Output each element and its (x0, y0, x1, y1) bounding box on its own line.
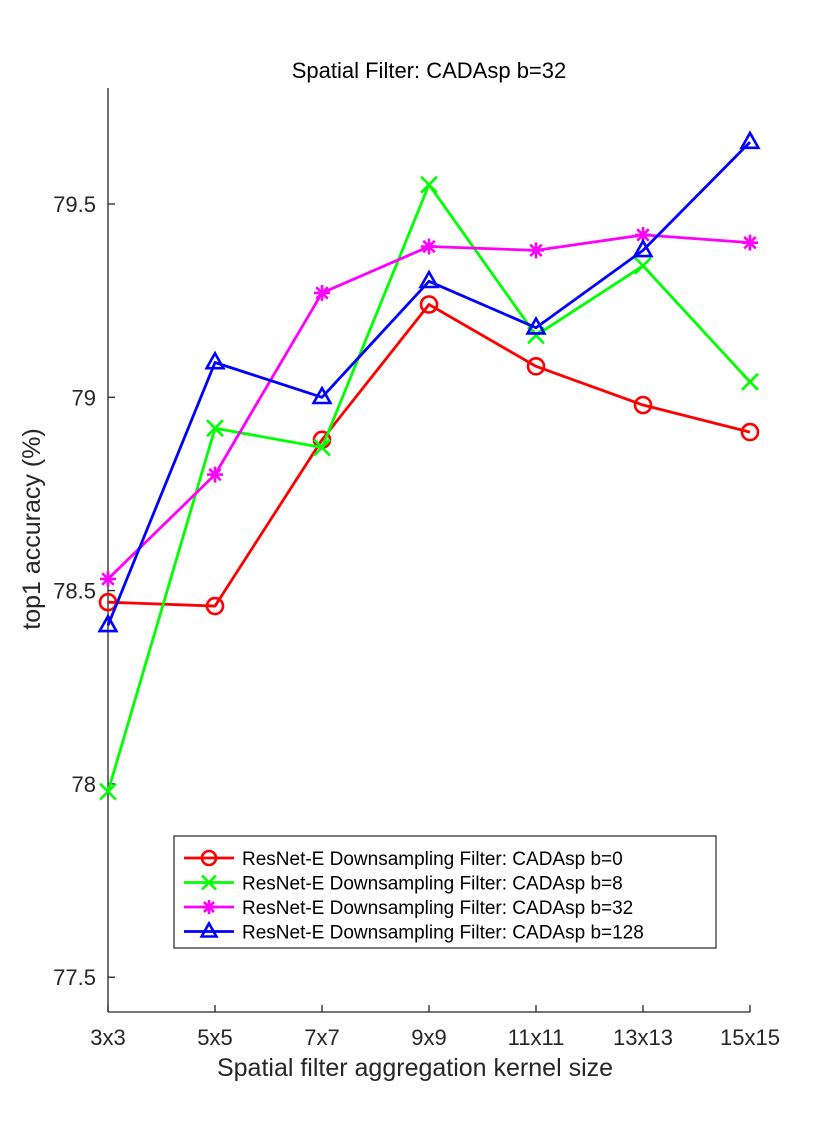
data-point-x (420, 175, 438, 194)
x-tick-label: 11x11 (508, 1025, 565, 1050)
data-point-triangle (311, 385, 333, 405)
x-tick-label: 13x13 (613, 1025, 673, 1050)
series-line (106, 141, 751, 626)
data-point-circle (200, 849, 218, 867)
data-point-asterisk (421, 238, 437, 255)
data-point-triangle (418, 269, 440, 289)
data-point-triangle (204, 350, 226, 370)
data-point-asterisk (742, 234, 758, 251)
data-point-x (201, 874, 217, 891)
data-point-asterisk (635, 226, 651, 243)
data-point-asterisk (207, 466, 223, 483)
data-point-asterisk (528, 242, 544, 259)
y-tick-label: 79 (72, 385, 96, 410)
data-point-x (313, 438, 331, 457)
legend-label: ResNet-E Downsampling Filter: CADAsp b=0 (242, 849, 623, 870)
data-point-asterisk (202, 900, 216, 914)
x-axis-title: Spatial filter aggregation kernel size (217, 1054, 613, 1082)
legend-label: ResNet-E Downsampling Filter: CADAsp b=3… (242, 898, 633, 919)
y-axis-title: top1 accuracy (%) (18, 428, 46, 629)
y-tick-label: 79.5 (53, 192, 96, 217)
data-point-circle (740, 422, 760, 442)
legend-entry: ResNet-E Downsampling Filter: CADAsp b=8 (184, 874, 623, 895)
data-point-triangle (525, 315, 547, 335)
data-point-asterisk (314, 284, 330, 301)
series-2 (100, 226, 758, 587)
y-tick-label: 78.5 (53, 579, 96, 604)
y-tick-label: 78 (72, 772, 96, 797)
data-point-x (99, 782, 117, 801)
data-point-circle (633, 395, 653, 415)
data-point-x (206, 419, 224, 438)
x-tick-label: 9x9 (411, 1025, 446, 1050)
axes: 77.5 78 78.5 79 79.5 3x3 5x5 7x7 9x9 11x11 13x13 15… (53, 88, 780, 1050)
x-tick-label: 7x7 (304, 1025, 339, 1050)
legend-entry: ResNet-E Downsampling Filter: CADAsp b=3… (184, 898, 633, 919)
data-point-circle (419, 295, 439, 314)
data-point-x (634, 256, 652, 275)
series-layer (97, 130, 761, 801)
data-point-triangle (97, 613, 119, 633)
data-point-triangle (632, 238, 654, 258)
legend-label: ResNet-E Downsampling Filter: CADAsp b=8 (242, 874, 623, 895)
data-point-circle (205, 596, 225, 616)
series-line (106, 183, 752, 793)
data-point-asterisk (100, 570, 116, 587)
legend: ResNet-E Downsampling Filter: CADAsp b=0… (173, 835, 717, 949)
series-3 (97, 130, 761, 633)
x-tick-label: 5x5 (197, 1025, 232, 1050)
legend-entry: ResNet-E Downsampling Filter: CADAsp b=0 (184, 849, 623, 870)
x-tick-label: 3x3 (90, 1025, 125, 1050)
data-point-circle (526, 357, 546, 376)
series-line (107, 303, 751, 608)
y-tick-label: 77.5 (53, 965, 96, 990)
data-point-triangle (199, 920, 219, 938)
x-tick-label: 15x15 (720, 1025, 780, 1050)
chart-title: Spatial Filter: CADAsp b=32 (292, 58, 567, 83)
legend-box (173, 835, 717, 949)
series-0 (98, 295, 760, 616)
legend-label: ResNet-E Downsampling Filter: CADAsp b=1… (242, 923, 644, 944)
data-point-x (741, 372, 759, 391)
data-point-triangle (739, 130, 761, 150)
legend-entry: ResNet-E Downsampling Filter: CADAsp b=1… (184, 920, 644, 944)
